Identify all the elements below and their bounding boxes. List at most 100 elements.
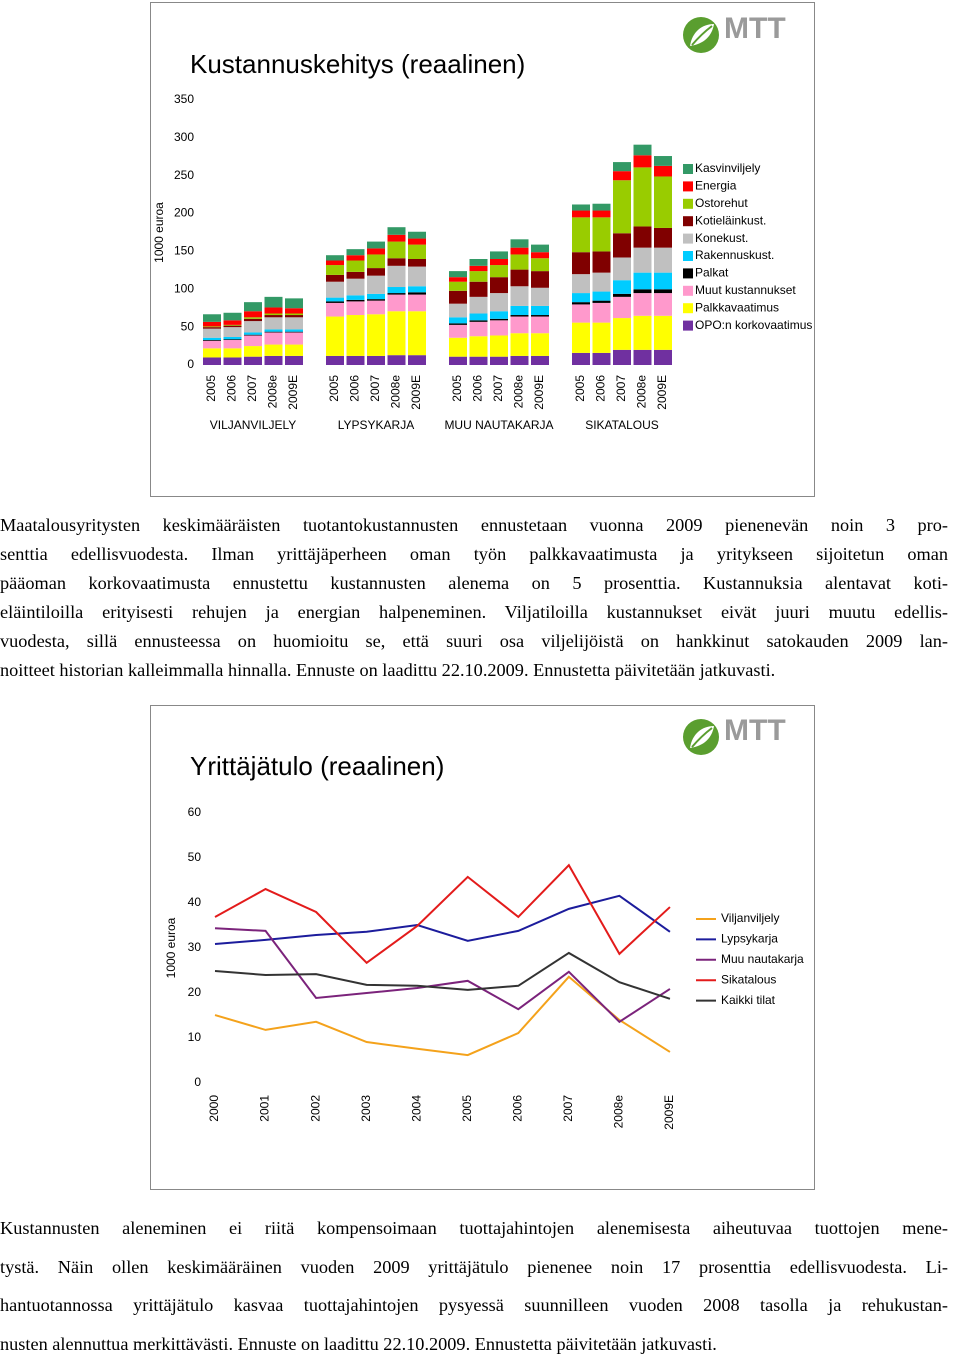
legend-label: Palkkavaatimus (695, 300, 779, 314)
chart-title: Yrittäjätulo (reaalinen) (190, 751, 444, 781)
bar-segment (285, 314, 303, 316)
bar-segment (203, 326, 221, 327)
y-tick-label: 300 (174, 130, 194, 144)
bar-segment (449, 277, 467, 282)
bar-segment (572, 293, 590, 302)
text-line: tystä. Näin ollen keskimääräinen vuoden … (0, 1248, 948, 1287)
legend-swatch (683, 268, 693, 278)
bar-segment (572, 204, 590, 210)
bar-segment (347, 315, 365, 356)
bar-segment (470, 282, 488, 297)
bar-segment (634, 273, 652, 290)
bar-segment (654, 273, 672, 290)
bar-segment (326, 317, 344, 356)
bar-segment (265, 329, 283, 331)
bar-segment (572, 211, 590, 218)
x-tick-label: 2007 (491, 375, 505, 402)
bar-segment (285, 317, 303, 329)
group-label: VILJANVILJELY (210, 418, 296, 432)
bar-segment (367, 299, 385, 301)
bar-segment (244, 332, 262, 334)
bar-segment (613, 171, 631, 180)
bar-segment (593, 273, 611, 292)
bar-segment (285, 345, 303, 356)
text-line: Kustannusten aleneminen ei riitä kompens… (0, 1209, 948, 1248)
bar-segment (449, 323, 467, 325)
bar-segment (203, 314, 221, 322)
x-tick-label: 2005 (573, 375, 587, 402)
bar-segment (367, 294, 385, 299)
y-tick-label: 60 (188, 805, 202, 819)
legend-label: Muut kustannukset (695, 283, 796, 297)
legend-swatch (683, 164, 693, 174)
legend-label: Muu nautakarja (721, 952, 804, 966)
legend-label: Viljanviljely (721, 911, 779, 925)
paragraph: Kustannusten aleneminen ei riitä kompens… (0, 1209, 948, 1363)
bar-segment (244, 317, 262, 319)
legend-swatch (683, 251, 693, 261)
legend-label: Kaikki tilat (721, 993, 776, 1007)
bar-segment (367, 268, 385, 276)
bar-segment (265, 314, 283, 316)
bar-segment (224, 340, 242, 348)
bar-segment (593, 323, 611, 353)
bar-segment (511, 270, 529, 287)
bar-segment (265, 332, 283, 344)
bar-segment (408, 267, 426, 287)
bar-segment (367, 356, 385, 365)
bar-segment (244, 319, 262, 321)
bar-segment (593, 251, 611, 272)
bar-segment (408, 239, 426, 245)
bar-segment (244, 357, 262, 365)
bar-segment (285, 332, 303, 344)
bar-segment (654, 350, 672, 365)
bar-segment (224, 339, 242, 340)
bar-segment (326, 282, 344, 298)
bar-segment (531, 333, 549, 356)
group-label: MUU NAUTAKARJA (444, 418, 553, 432)
x-tick-label: 2009E (409, 375, 423, 410)
bar-segment (224, 326, 242, 328)
bar-segment (490, 335, 508, 356)
x-tick-label: 2007 (561, 1095, 575, 1122)
bar-segment (593, 204, 611, 211)
bar-segment (511, 248, 529, 255)
bar-segment (490, 320, 508, 335)
bar-segment (285, 298, 303, 308)
bar-segment (388, 227, 406, 235)
y-tick-label: 50 (181, 319, 195, 333)
bar-segment (388, 258, 406, 266)
bar-segment (326, 275, 344, 282)
x-tick-label: 2008e (512, 375, 526, 409)
bar-segment (408, 292, 426, 294)
text-line: senttia edellisvuodesta. Ilman yrittäjäp… (0, 540, 948, 569)
bar-segment (265, 317, 283, 329)
bar-segment (531, 315, 549, 317)
x-tick-label: 2001 (258, 1095, 272, 1122)
bar-segment (347, 295, 365, 300)
bar-segment (347, 301, 365, 315)
bar-segment (613, 162, 631, 171)
text-line: eläintiloilla erityisesti rehujen ja ene… (0, 598, 948, 627)
text-line: noitteet historian kalleimmalla hinnalla… (0, 656, 948, 685)
x-tick-label: 2006 (225, 375, 239, 402)
bar-segment (224, 327, 242, 337)
bar-segment (490, 265, 508, 277)
bar-segment (511, 317, 529, 334)
bar-segment (367, 254, 385, 268)
logo-text: MTT (724, 12, 786, 45)
bar-segment (285, 332, 303, 333)
bar-segment (244, 335, 262, 336)
bar-segment (203, 327, 221, 329)
bar-segment (634, 167, 652, 226)
bar-segment (572, 274, 590, 293)
bar-segment (634, 293, 652, 316)
x-tick-label: 2007 (245, 375, 259, 402)
bar-segment (470, 320, 488, 322)
bar-segment (367, 242, 385, 249)
bar-segment (490, 251, 508, 259)
bar-segment (613, 180, 631, 233)
bar-segment (347, 356, 365, 365)
x-tick-label: 2006 (594, 375, 608, 402)
